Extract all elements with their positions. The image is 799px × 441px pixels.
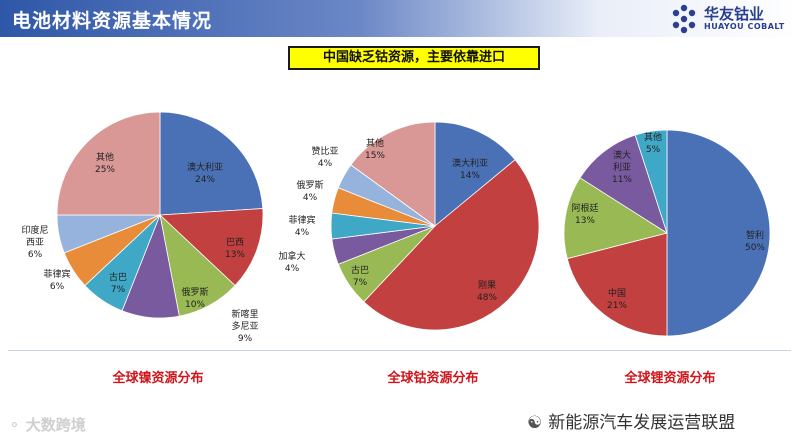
cobalt-pie-chart: 澳大利亚 14% 刚果 48% 古巴 7% 加拿大 4% 菲律宾 4% 俄罗斯 4% 赞比亚 4% 其他 15… — [278, 121, 540, 331]
slice-label: 其他 25% — [95, 151, 115, 175]
slice-label: 澳大利亚 11% — [612, 149, 632, 185]
slice-label: 印度尼西亚 6% — [21, 224, 48, 260]
pie-slice — [666, 129, 771, 337]
weibo-icon: ⚬ — [8, 416, 26, 434]
pie-slice — [363, 159, 540, 331]
slice-label: 加拿大 4% — [278, 250, 305, 274]
company-logo: 华友钴业 HUAYOU COBALT — [668, 3, 796, 35]
logo-name-en: HUAYOU COBALT — [704, 22, 785, 31]
slice-label: 刚果 48% — [477, 280, 497, 303]
lithium-pie-chart: 智利 50% 中国 21% 阿根廷 13% 澳大利亚 11% 其他 5% — [563, 129, 771, 337]
watermark-right: ☯ 新能源汽车发展运营联盟 — [527, 408, 735, 433]
wechat-icon: ☯ — [527, 413, 543, 433]
watermark-right-text: 新能源汽车发展运营联盟 — [548, 413, 736, 433]
pie-slice — [566, 232, 668, 337]
pie-slice — [634, 129, 668, 234]
notice-box: 中国缺乏钴资源，主要依靠进口 — [288, 46, 540, 70]
pie-slice — [579, 134, 668, 234]
slice-label: 赞比亚 4% — [311, 145, 338, 169]
pie-slice — [350, 121, 436, 227]
slice-label: 俄罗斯 10% — [181, 286, 208, 310]
slice-label: 古巴 7% — [351, 264, 369, 288]
slice-label: 古巴 7% — [109, 271, 127, 295]
slice-label: 俄罗斯 4% — [296, 179, 323, 203]
lithium-chart-title: 全球锂资源分布 — [624, 371, 716, 386]
cobalt-chart-title: 全球钴资源分布 — [387, 371, 479, 386]
slice-label: 澳大利亚 24% — [187, 161, 223, 185]
pie-slice — [159, 111, 264, 216]
slice-label: 阿根廷 13% — [571, 202, 598, 226]
watermark-left-text: 大数跨境 — [25, 416, 86, 434]
pie-slice — [159, 208, 264, 287]
header-bar: 电池材料资源基本情况 — [0, 0, 799, 37]
slice-label: 其他 5% — [644, 131, 662, 155]
pie-slice — [563, 177, 668, 260]
logo-icon — [672, 4, 696, 34]
section-divider — [8, 350, 791, 351]
slice-label: 新喀里多尼亚 9% — [231, 308, 258, 344]
pie-slice — [434, 121, 516, 227]
slice-label: 澳大利亚 14% — [452, 157, 488, 181]
nickel-pie-chart: 澳大利亚 24% 巴西 13% 俄罗斯 10% 新喀里多尼亚 9% 古巴 7% 菲律宾 6% 印度尼西亚… — [21, 111, 264, 344]
nickel-chart-title: 全球镍资源分布 — [112, 371, 204, 386]
slice-label: 菲律宾 4% — [288, 214, 315, 238]
slice-label: 巴西 13% — [225, 237, 245, 260]
slice-label: 其他 15% — [365, 137, 385, 161]
slice-label: 菲律宾 6% — [43, 268, 70, 292]
logo-name-cn: 华友钴业 — [704, 5, 765, 23]
page-title: 电池材料资源基本情况 — [12, 10, 213, 32]
slice-label: 中国 21% — [607, 287, 627, 311]
watermark-left: ⚬ 大数跨境 — [8, 414, 86, 435]
slice-label: 智利 50% — [745, 229, 765, 253]
pie-slice — [56, 111, 161, 216]
